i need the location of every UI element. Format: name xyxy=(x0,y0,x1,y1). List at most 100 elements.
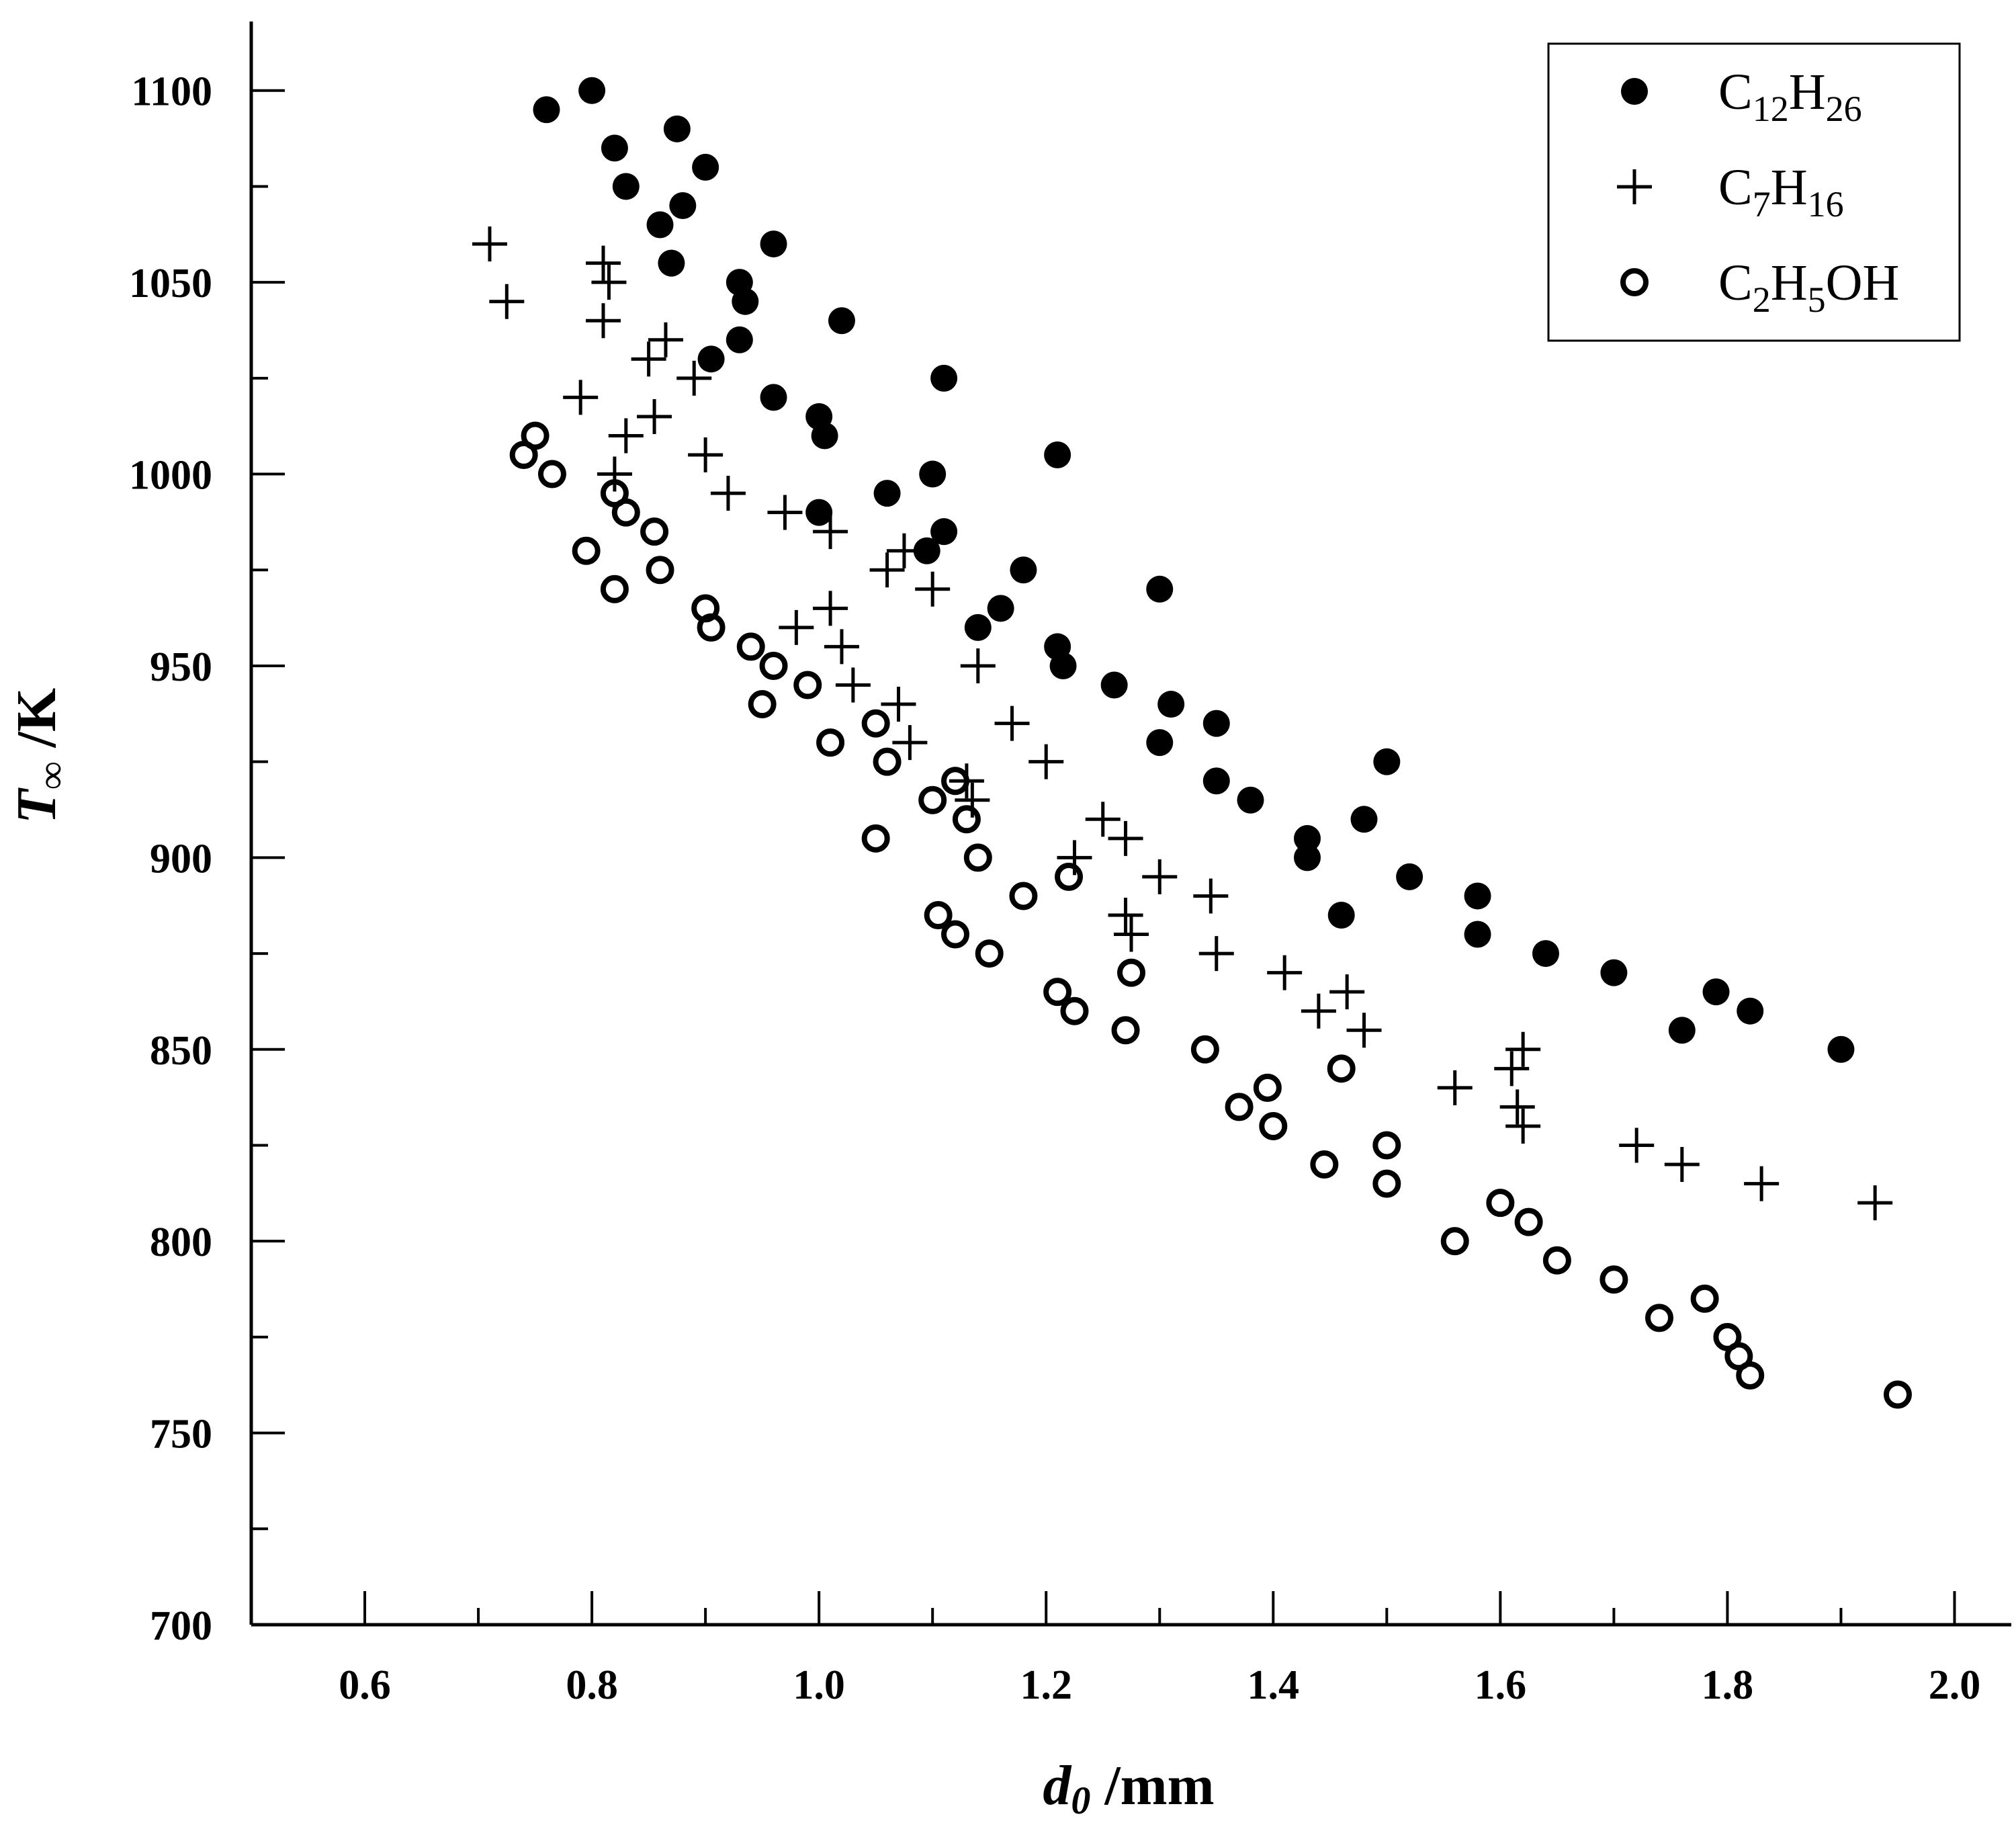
data-point xyxy=(669,191,697,219)
data-point xyxy=(1464,921,1491,948)
data-point xyxy=(676,360,712,396)
data-point xyxy=(828,307,855,335)
data-point xyxy=(813,591,848,626)
data-point xyxy=(1532,940,1559,968)
data-point xyxy=(824,629,859,665)
data-point xyxy=(1202,710,1230,737)
data-point xyxy=(873,747,902,776)
data-point xyxy=(793,671,822,699)
data-point xyxy=(1464,882,1491,910)
series-1 xyxy=(472,226,1893,1221)
data-point xyxy=(1085,802,1121,837)
data-point xyxy=(521,421,550,450)
y-axis-title-subscript: ∞ xyxy=(30,762,73,790)
legend-marker xyxy=(1620,268,1649,296)
data-point xyxy=(489,284,525,319)
y-tick-label: 900 xyxy=(150,836,212,882)
y-tick-label: 800 xyxy=(150,1220,212,1265)
data-point xyxy=(586,303,621,339)
data-point xyxy=(1294,844,1321,871)
data-point xyxy=(1486,1189,1515,1218)
data-point xyxy=(640,517,669,546)
data-point xyxy=(1327,901,1355,929)
data-point xyxy=(1494,1051,1530,1087)
data-point xyxy=(586,245,621,281)
data-point xyxy=(697,345,725,373)
data-point xyxy=(1294,824,1321,852)
data-point xyxy=(1028,744,1064,779)
data-point xyxy=(881,687,916,722)
data-point xyxy=(1396,863,1423,890)
data-point xyxy=(994,706,1030,741)
legend-label-part: H xyxy=(1771,255,1808,311)
data-point xyxy=(637,398,672,434)
x-tick-label: 1.6 xyxy=(1475,1662,1527,1708)
data-point xyxy=(987,595,1014,622)
data-point xyxy=(1690,1284,1719,1313)
data-point xyxy=(1514,1207,1543,1236)
legend-label-part: C xyxy=(1718,64,1753,120)
y-tick-label: 700 xyxy=(150,1603,212,1649)
y-tick-label: 1050 xyxy=(129,261,212,306)
data-point xyxy=(710,476,746,511)
data-point xyxy=(1049,652,1077,679)
data-point xyxy=(1702,978,1730,1006)
legend-label: C2H5OH xyxy=(1718,255,1899,320)
data-point xyxy=(930,518,958,546)
legend-label-part: C xyxy=(1718,255,1753,311)
data-point xyxy=(1599,1265,1628,1294)
y-axis-title: T∞ /K xyxy=(5,688,73,824)
data-point xyxy=(952,805,981,834)
data-point xyxy=(1009,882,1038,910)
legend-label-part: OH xyxy=(1826,255,1900,311)
data-point xyxy=(688,437,724,473)
x-tick-label: 2.0 xyxy=(1929,1662,1981,1708)
data-point xyxy=(600,574,629,603)
data-point xyxy=(597,456,632,492)
legend-label: C7H16 xyxy=(1718,159,1844,224)
data-point xyxy=(1225,1093,1254,1121)
data-point xyxy=(1310,1150,1339,1179)
data-point xyxy=(1060,996,1089,1025)
data-point xyxy=(1146,575,1174,603)
data-point xyxy=(1600,959,1628,986)
data-point xyxy=(963,843,992,872)
axes xyxy=(249,22,2011,1627)
data-point xyxy=(1372,1131,1401,1160)
data-point xyxy=(930,364,958,392)
data-point xyxy=(1857,1185,1893,1221)
data-point xyxy=(537,460,566,488)
data-point xyxy=(941,920,969,949)
x-axis-title-unit: /mm xyxy=(1090,1754,1214,1817)
x-tick-label: 1.4 xyxy=(1247,1662,1300,1708)
series-2 xyxy=(509,421,1912,1409)
data-point xyxy=(1373,748,1401,775)
data-point xyxy=(886,533,922,568)
data-point xyxy=(1329,974,1365,1010)
data-point xyxy=(601,134,628,162)
data-point xyxy=(1664,1147,1700,1183)
legend-label-part: 7 xyxy=(1753,184,1771,224)
data-point xyxy=(1111,1016,1140,1045)
data-point xyxy=(913,537,940,564)
data-point xyxy=(873,480,901,507)
data-point xyxy=(658,249,685,277)
data-point xyxy=(1372,1169,1401,1198)
data-point xyxy=(591,265,627,300)
data-point xyxy=(1237,786,1264,814)
x-axis-title: d0 /mm xyxy=(1043,1754,1214,1822)
data-point xyxy=(1440,1227,1469,1256)
data-point xyxy=(869,552,905,588)
data-point xyxy=(919,460,947,488)
y-tick-label: 950 xyxy=(150,644,212,690)
data-point xyxy=(813,514,848,550)
data-point xyxy=(960,648,996,683)
legend-label-part: C xyxy=(1718,159,1753,216)
legend-label-part: H xyxy=(1771,159,1808,216)
series-0 xyxy=(533,77,1855,1063)
legend-label-part: 26 xyxy=(1826,89,1862,129)
data-point xyxy=(1157,691,1185,718)
data-point xyxy=(1117,958,1145,987)
